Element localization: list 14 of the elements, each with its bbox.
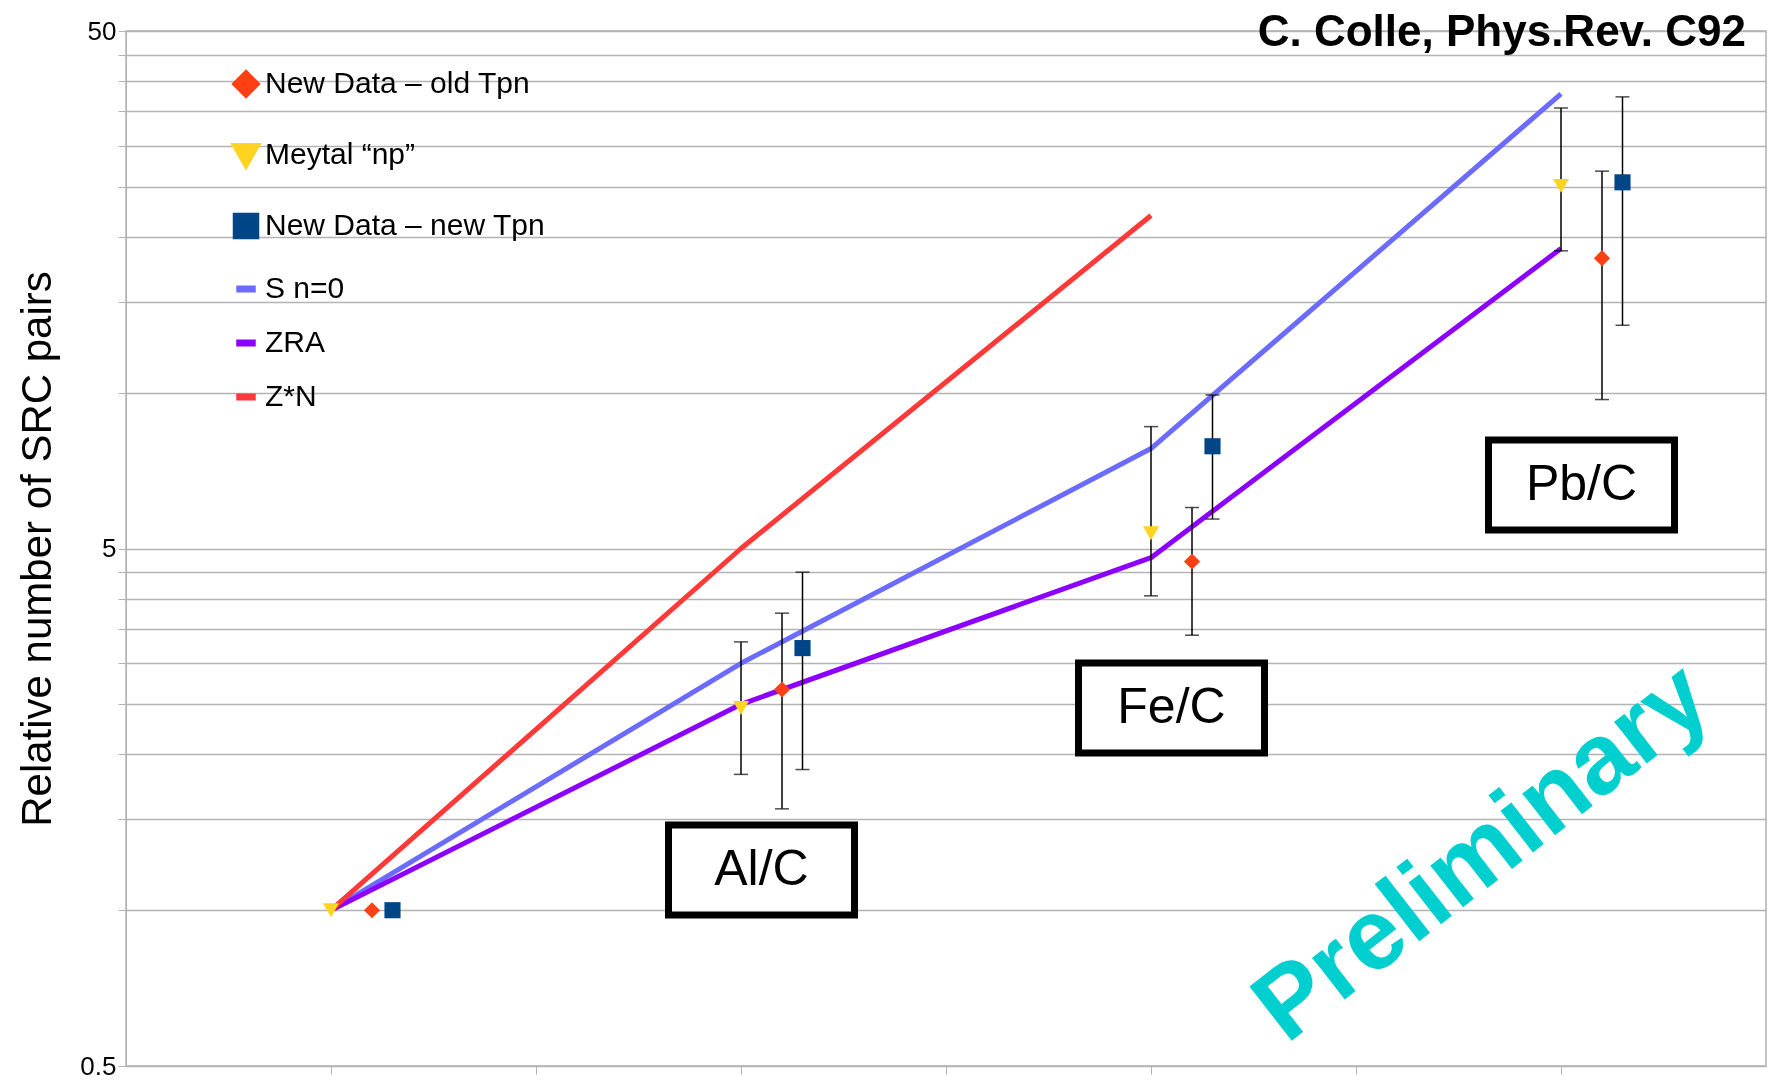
legend-label: Meytal “np” <box>265 137 416 170</box>
y-axis-title: Relative number of SRC pairs <box>13 271 61 827</box>
legend-label: ZRA <box>265 325 325 358</box>
y-tick-label: 0.5 <box>80 1050 117 1081</box>
annotation: C. Colle, Phys.Rev. C92 <box>1257 6 1746 56</box>
annotation: Pb/C <box>1525 455 1638 511</box>
annotation: Al/C <box>714 840 809 896</box>
y-tick-label: 5 <box>102 533 117 563</box>
legend-label: New Data – new Tpn <box>265 208 545 241</box>
annotation: Fe/C <box>1117 678 1226 734</box>
legend-label: S n=0 <box>265 271 345 304</box>
y-tick-label: 50 <box>87 15 117 46</box>
legend-label: New Data – old Tpn <box>265 66 530 99</box>
legend-label: Z*N <box>265 379 317 412</box>
